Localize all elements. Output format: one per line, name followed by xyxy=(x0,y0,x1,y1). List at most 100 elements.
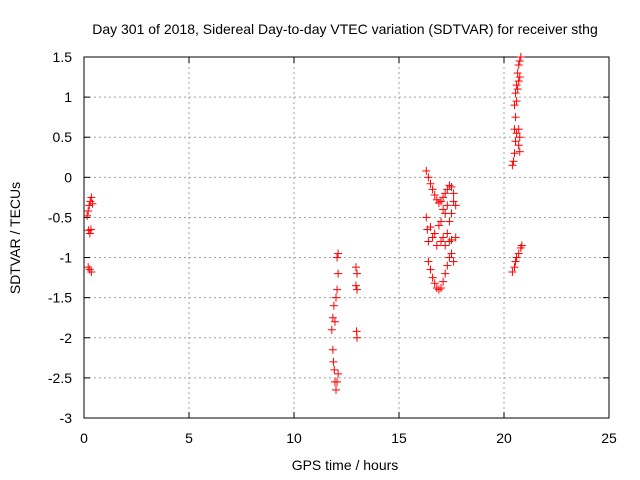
x-tick-label: 25 xyxy=(601,430,617,446)
data-point xyxy=(511,89,520,98)
data-point xyxy=(508,161,517,170)
data-point xyxy=(437,237,445,246)
y-tick-label: -2.5 xyxy=(48,370,72,386)
data-point xyxy=(434,221,443,230)
data-point xyxy=(510,101,519,110)
data-point xyxy=(437,217,445,226)
data-point xyxy=(443,261,452,270)
data-point xyxy=(353,269,361,278)
data-point xyxy=(351,263,360,272)
data-point xyxy=(439,233,448,242)
data-point xyxy=(434,199,443,208)
y-tick-label: -3 xyxy=(60,410,73,426)
data-point xyxy=(451,233,460,242)
data-point xyxy=(330,365,339,374)
data-point xyxy=(434,285,443,294)
data-point xyxy=(87,193,96,202)
data-point xyxy=(447,235,456,244)
data-point xyxy=(353,285,361,294)
y-tick-label: -2 xyxy=(60,330,73,346)
tick-labels: 0 5 10 15 20 25 1.5 1 0.5 0 -0.5 -1 -1.5 -2 -2.5 -3 xyxy=(48,49,617,446)
x-tick-label: 0 xyxy=(80,430,88,446)
data-point xyxy=(443,229,452,238)
y-tick-label: -0.5 xyxy=(48,209,72,225)
data-point xyxy=(439,277,448,286)
data-point xyxy=(509,157,518,166)
data-point xyxy=(451,201,460,210)
data-point xyxy=(424,173,433,182)
data-point xyxy=(511,137,520,146)
data-point xyxy=(426,265,435,274)
data-point xyxy=(334,369,343,378)
data-point xyxy=(515,57,524,66)
chart-title: Day 301 of 2018, Sidereal Day-to-day VTE… xyxy=(92,21,598,37)
data-point xyxy=(441,241,450,250)
y-tick-label: 1 xyxy=(64,89,72,105)
data-point xyxy=(87,267,96,276)
grid-lines xyxy=(84,57,609,418)
x-tick-label: 5 xyxy=(185,430,193,446)
data-point xyxy=(428,233,437,242)
data-point xyxy=(333,377,342,386)
data-point xyxy=(447,182,456,191)
data-point xyxy=(512,253,521,262)
x-tick-label: 15 xyxy=(391,430,407,446)
data-point xyxy=(447,209,456,218)
data-point xyxy=(353,333,361,342)
x-tick-label: 10 xyxy=(286,430,302,446)
data-point xyxy=(510,263,519,272)
data-point xyxy=(449,197,458,206)
data-point xyxy=(437,197,445,206)
data-point xyxy=(426,179,435,188)
data-point xyxy=(449,189,458,198)
data-point xyxy=(514,249,523,258)
data-point xyxy=(512,97,521,106)
data-point xyxy=(432,241,441,250)
data-point xyxy=(430,229,439,238)
data-point xyxy=(333,253,342,262)
data-point xyxy=(441,269,450,278)
data-point xyxy=(85,229,94,238)
data-point xyxy=(430,190,439,199)
data-point xyxy=(515,73,524,82)
y-tick-label: 1.5 xyxy=(53,49,73,65)
data-point xyxy=(334,249,343,258)
data-point xyxy=(512,81,521,90)
data-point xyxy=(443,201,452,210)
data-point xyxy=(332,293,340,302)
data-point xyxy=(514,61,523,70)
data-point xyxy=(516,53,525,61)
data-point xyxy=(334,269,343,278)
data-point xyxy=(441,189,450,198)
data-point xyxy=(88,199,97,208)
data-point xyxy=(447,249,456,258)
data-point xyxy=(422,213,431,222)
data-point xyxy=(445,217,454,226)
data-point xyxy=(329,301,338,310)
data-point xyxy=(513,85,522,94)
data-point xyxy=(327,325,336,334)
data-point xyxy=(508,267,517,276)
x-axis-label: GPS time / hours xyxy=(292,457,399,473)
data-point xyxy=(515,147,524,156)
data-point xyxy=(330,317,339,326)
data-point xyxy=(514,77,523,86)
data-point xyxy=(445,181,454,190)
y-tick-label: -1 xyxy=(60,250,73,266)
data-points xyxy=(83,53,526,394)
y-tick-label: 0 xyxy=(64,169,72,185)
data-point xyxy=(512,129,521,138)
data-point xyxy=(86,225,95,234)
data-point xyxy=(424,257,433,266)
y-axis-label: SDTVAR / TECUs xyxy=(7,182,23,294)
data-point xyxy=(439,193,448,202)
data-point xyxy=(445,253,454,262)
x-tick-label: 20 xyxy=(496,430,512,446)
data-point xyxy=(439,205,448,214)
data-point xyxy=(329,357,338,366)
data-point xyxy=(517,241,526,250)
data-point xyxy=(511,257,520,266)
data-point xyxy=(332,385,340,394)
